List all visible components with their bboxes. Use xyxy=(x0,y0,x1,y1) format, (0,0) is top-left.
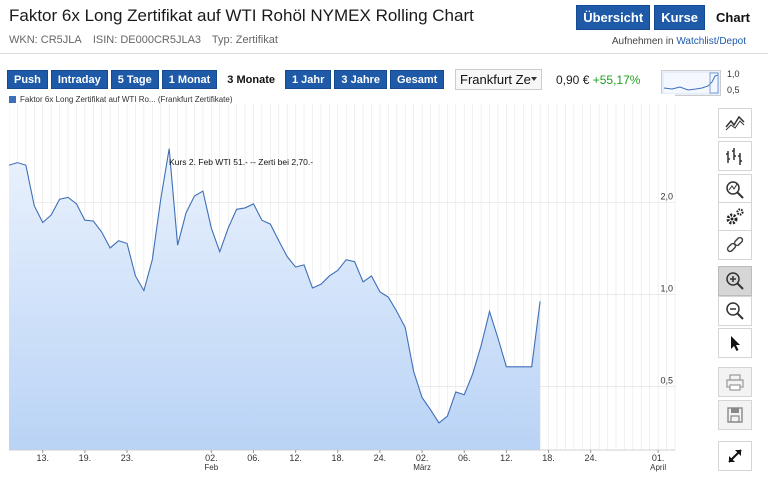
x-tick-sublabel: April xyxy=(650,463,666,472)
x-tick-label: 01. xyxy=(652,453,665,463)
x-tick-label: 24. xyxy=(374,453,387,463)
x-tick-label: 12. xyxy=(500,453,513,463)
y-tick-label: 0,5 xyxy=(660,376,673,386)
fullscreen-tool[interactable] xyxy=(718,441,752,471)
nav-kurse-button[interactable]: Kurse xyxy=(654,5,706,30)
isin-text: ISIN: DE000CR5JLA3 xyxy=(92,34,202,46)
print-icon xyxy=(726,374,744,391)
price-value: 0,90 € xyxy=(556,73,590,87)
x-tick-label: 18. xyxy=(332,453,345,463)
settings-icon xyxy=(726,208,744,225)
chart-legend: Faktor 6x Long Zertifikat auf WTI Ro... … xyxy=(9,95,233,104)
page-title: Faktor 6x Long Zertifikat auf WTI Rohöl … xyxy=(9,6,474,25)
zoom-area-icon xyxy=(726,181,744,199)
line-chart-tool[interactable] xyxy=(718,108,752,138)
save-tool[interactable] xyxy=(718,400,752,430)
x-tick-label: 06. xyxy=(458,453,471,463)
series-line xyxy=(9,148,541,424)
wkn-text: WKN: CR5JLA xyxy=(9,34,82,46)
nav-uebersicht-button[interactable]: Übersicht xyxy=(576,5,651,30)
header-divider xyxy=(0,53,768,54)
zoom-in-icon xyxy=(726,272,744,290)
type-text: Typ: Zertifikat xyxy=(211,34,278,46)
spark-top-label: 1,0 xyxy=(727,69,740,79)
y-tick-label: 2,0 xyxy=(660,191,673,201)
instrument-meta: WKN: CR5JLA ISIN: DE000CR5JLA3 Typ: Zert… xyxy=(9,34,286,46)
watchlist-prefix: Aufnehmen in xyxy=(611,36,674,47)
print-tool[interactable] xyxy=(718,367,752,397)
sparkline xyxy=(661,70,721,96)
x-tick-label: 12. xyxy=(289,453,302,463)
zoom-area-tool[interactable] xyxy=(718,174,752,204)
legend-label: Faktor 6x Long Zertifikat auf WTI Ro... … xyxy=(20,95,233,104)
chart-annotation: Kurs 2. Feb WTI 51.- -- Zerti bei 2,70.- xyxy=(169,157,313,167)
nav-chart-button[interactable]: Chart xyxy=(709,5,757,30)
range-gesamt-button[interactable]: Gesamt xyxy=(389,70,445,89)
link-tool[interactable] xyxy=(718,230,752,260)
range-tabs: Push Intraday 5 Tage 1 Monat 3 Monate 1 … xyxy=(7,70,445,89)
fullscreen-icon xyxy=(728,449,742,463)
series-area xyxy=(9,148,541,450)
range-push-button[interactable]: Push xyxy=(7,70,48,89)
spark-bottom-label: 0,5 xyxy=(727,85,740,95)
range-1-monat-button[interactable]: 1 Monat xyxy=(161,70,218,89)
range-3-monate-button[interactable]: 3 Monate xyxy=(220,70,282,89)
x-tick-label: 19. xyxy=(79,453,92,463)
range-3-jahre-button[interactable]: 3 Jahre xyxy=(334,70,387,89)
range-1-jahr-button[interactable]: 1 Jahr xyxy=(284,70,332,89)
x-tick-label: 18. xyxy=(542,453,555,463)
watchlist-add: Aufnehmen in Watchlist/Depot xyxy=(612,36,746,47)
zoom-in-tool[interactable] xyxy=(718,266,752,296)
x-tick-sublabel: Feb xyxy=(204,463,218,472)
link-icon xyxy=(726,236,744,253)
pointer-icon xyxy=(731,336,740,351)
range-intraday-button[interactable]: Intraday xyxy=(50,70,108,89)
price-change: +55,17% xyxy=(592,73,641,87)
line-chart-icon xyxy=(725,115,745,131)
watchlist-depot-link[interactable]: Watchlist/Depot xyxy=(676,36,746,47)
ohlc-icon xyxy=(726,148,742,165)
ohlc-tool[interactable] xyxy=(718,141,752,171)
x-tick-label: 06. xyxy=(247,453,260,463)
zoom-out-icon xyxy=(726,302,744,320)
x-tick-label: 23. xyxy=(121,453,134,463)
x-tick-label: 24. xyxy=(584,453,597,463)
x-tick-sublabel: März xyxy=(413,463,431,472)
pointer-tool[interactable] xyxy=(718,328,752,358)
x-tick-label: 02. xyxy=(205,453,218,463)
price-display: 0,90 € +55,17% xyxy=(556,73,640,87)
exchange-value: Frankfurt Ze xyxy=(460,72,531,87)
chevron-down-icon xyxy=(531,77,537,81)
top-nav: Übersicht Kurse Chart xyxy=(576,5,757,30)
settings-tool[interactable] xyxy=(718,202,752,232)
y-tick-label: 1,0 xyxy=(660,284,673,294)
zoom-out-tool[interactable] xyxy=(718,296,752,326)
x-tick-label: 13. xyxy=(36,453,49,463)
exchange-select[interactable]: Frankfurt Ze xyxy=(455,69,542,90)
legend-swatch xyxy=(9,96,16,103)
x-tick-label: 02. xyxy=(416,453,429,463)
range-5-tage-button[interactable]: 5 Tage xyxy=(110,70,159,89)
save-icon xyxy=(727,407,743,423)
